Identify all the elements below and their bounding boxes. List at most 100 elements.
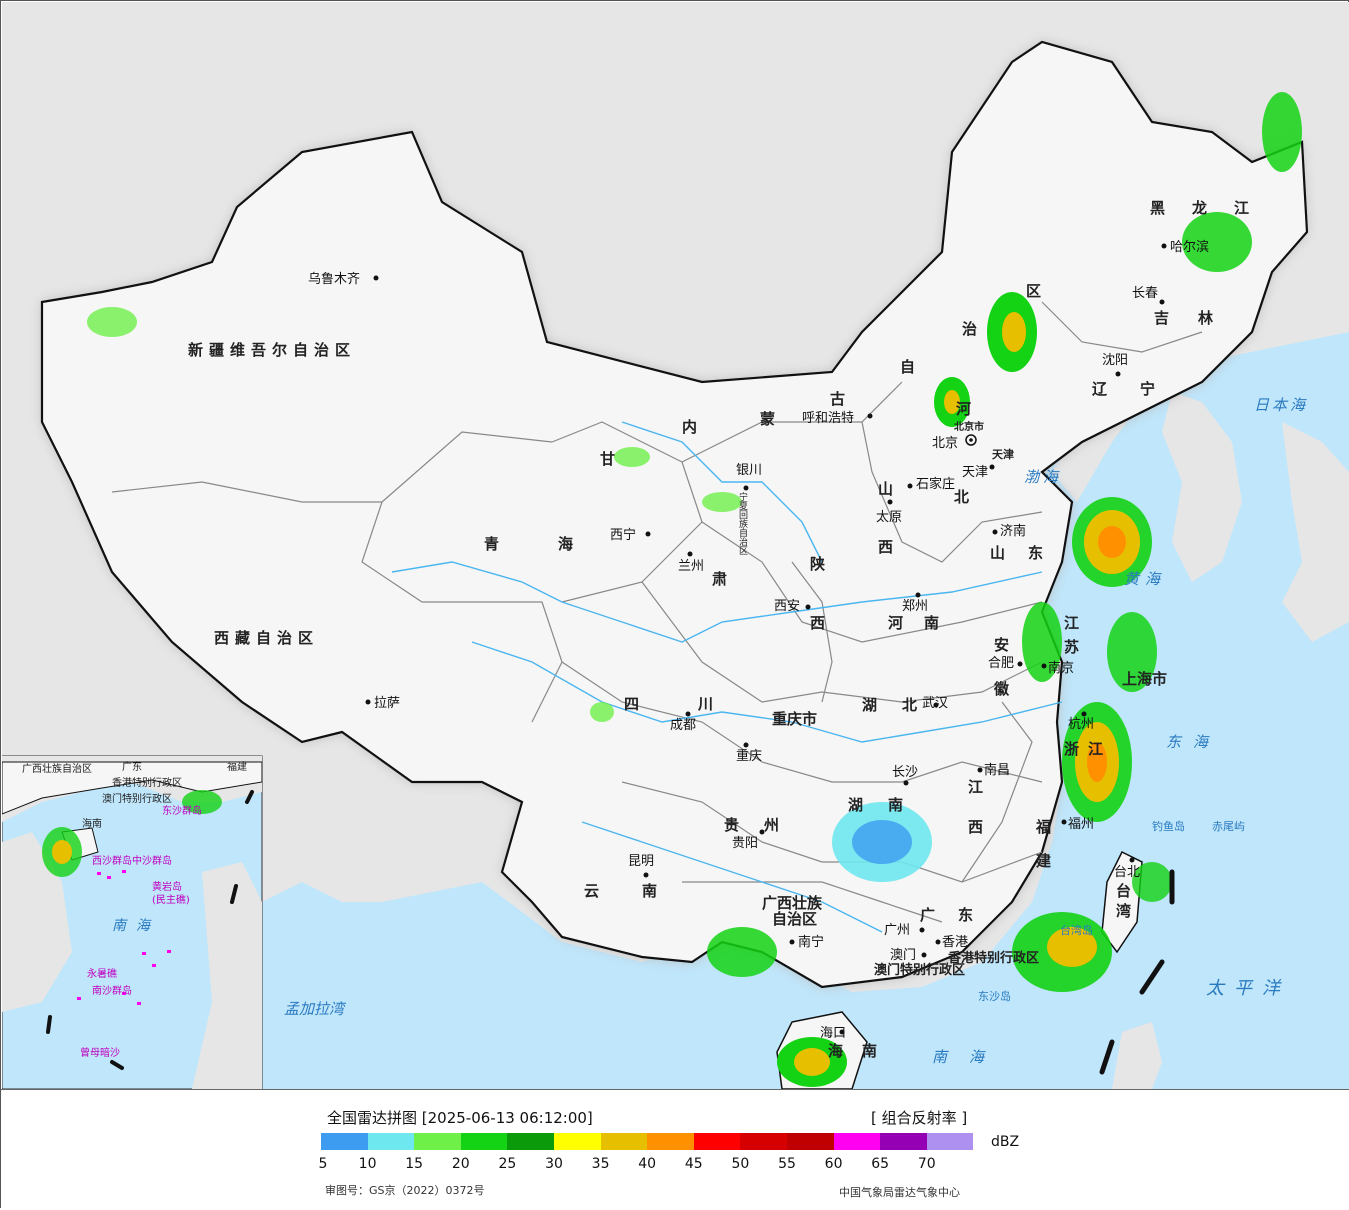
city-shenyang: 沈阳 xyxy=(1102,353,1128,368)
label-shanxi-1: 山 xyxy=(878,480,893,498)
label-qinghai-2: 海 xyxy=(558,535,573,553)
unit-label: dBZ xyxy=(991,1134,1020,1150)
legend-footer: 全国雷达拼图 [2025-06-13 06:12:00] [ 组合反射率 ] d… xyxy=(1,1089,1349,1210)
legend-tick-label: 15 xyxy=(405,1156,424,1172)
approval-number: 审图号：GS京（2022）0372号 xyxy=(325,1184,485,1197)
china-radar-map: 新疆维吾尔自治区 西藏自治区 青 海 甘 肃 内 蒙 古 自 治 区 黑 龙 江… xyxy=(2,2,1349,1089)
label-jilin-2: 林 xyxy=(1198,309,1214,327)
legend-swatch xyxy=(414,1133,461,1150)
product-name: [ 组合反射率 ] xyxy=(871,1109,968,1127)
label-yunnan-2: 南 xyxy=(642,882,657,900)
label-hlj-2: 龙 xyxy=(1191,199,1207,217)
label-guangdong-1: 广 xyxy=(920,906,935,924)
beijing-capital-marker xyxy=(965,434,977,446)
inset-macau: 澳门特别行政区 xyxy=(102,792,172,805)
city-labels: 乌鲁木齐 拉萨 西宁 兰州 银川 呼和浩特 北京 天津 石家庄 太原 济南 郑州… xyxy=(308,239,1209,1041)
label-jiangsu-1: 江 xyxy=(1064,614,1079,632)
city-taipei: 台北 xyxy=(1114,865,1140,880)
label-zhejiang-2: 江 xyxy=(1088,740,1103,758)
rivers xyxy=(391,421,1063,933)
label-guangdong-2: 东 xyxy=(958,906,973,924)
label-shaanxi-1: 陕 xyxy=(810,555,825,573)
sea-east: 东海 xyxy=(1166,733,1220,751)
label-hainan-1: 海 xyxy=(828,1042,843,1060)
label-hunan-1: 湖 xyxy=(848,796,863,814)
label-xinjiang: 新疆维吾尔自治区 xyxy=(188,341,356,359)
legend-tick-label: 5 xyxy=(318,1156,328,1172)
label-shandong-1: 山 xyxy=(990,544,1005,562)
label-macau: 澳门特别行政区 xyxy=(874,962,965,978)
bay-of-bengal xyxy=(262,882,402,1089)
island-diaoyu: 钓鱼岛 xyxy=(1152,819,1185,833)
inset-huangyan: 黄岩岛 xyxy=(152,880,182,893)
label-tianjin: 天津 xyxy=(992,447,1014,461)
label-shanxi-2: 西 xyxy=(878,538,893,556)
city-lanzhou: 兰州 xyxy=(678,559,704,574)
inset-dongsha: 东沙群岛 xyxy=(162,804,202,817)
label-liaoning-1: 辽 xyxy=(1092,380,1107,398)
label-jilin-1: 吉 xyxy=(1154,309,1169,327)
label-sichuan-2: 川 xyxy=(697,695,713,713)
label-hunan-2: 南 xyxy=(888,796,903,814)
sea-south: 南海 xyxy=(932,1048,1006,1066)
sea-yellow: 黄海 xyxy=(1124,570,1166,588)
legend-tick-label: 25 xyxy=(498,1156,517,1172)
sea-labels: 日本海 渤海 黄海 东海 太平洋 南海 孟加拉湾 xyxy=(284,396,1308,1066)
source-agency: 中国气象局雷达气象中心 xyxy=(839,1186,960,1199)
legend-swatch xyxy=(367,1133,415,1150)
city-guiyang: 贵阳 xyxy=(732,836,758,851)
label-guizhou-2: 州 xyxy=(763,816,779,834)
legend-swatch xyxy=(786,1133,834,1150)
province-labels: 新疆维吾尔自治区 西藏自治区 青 海 甘 肃 内 蒙 古 自 治 区 黑 龙 江… xyxy=(188,199,1249,1060)
city-zhengzhou: 郑州 xyxy=(902,599,928,614)
legend-tick-label: 45 xyxy=(684,1156,703,1172)
china-land xyxy=(40,40,1309,989)
legend-tick-label: 65 xyxy=(871,1156,890,1172)
legend-swatch xyxy=(880,1133,927,1150)
label-xizang: 西藏自治区 xyxy=(214,629,319,647)
city-nanjing: 南京 xyxy=(1048,660,1074,676)
inset-hk: 香港特别行政区 xyxy=(112,776,182,789)
island-labels: 钓鱼岛 赤尾屿 东沙岛 台湾岛 xyxy=(978,819,1245,1003)
label-nmg-2: 蒙 xyxy=(760,410,775,428)
legend-tick-label: 55 xyxy=(778,1156,796,1172)
legend-tick-label: 30 xyxy=(545,1156,563,1172)
legend-swatch xyxy=(833,1133,881,1150)
city-yinchuan: 银川 xyxy=(736,463,762,478)
legend-swatch xyxy=(693,1133,741,1150)
sea-japan: 日本海 xyxy=(1254,396,1308,414)
city-xian: 西安 xyxy=(774,599,800,614)
label-hubei-2: 北 xyxy=(902,696,917,714)
radar-title: 全国雷达拼图 [2025-06-13 06:12:00] xyxy=(327,1109,593,1127)
legend-swatch xyxy=(926,1133,974,1150)
label-chongqing: 重庆市 xyxy=(772,710,817,728)
city-lhasa: 拉萨 xyxy=(374,696,400,711)
label-shandong-2: 东 xyxy=(1028,544,1043,562)
label-taiwan-1: 台 xyxy=(1116,882,1131,900)
sea-bengal: 孟加拉湾 xyxy=(284,1000,347,1018)
city-urumqi: 乌鲁木齐 xyxy=(308,271,360,287)
legend-tick-label: 50 xyxy=(731,1156,750,1172)
legend-tick-label: 60 xyxy=(824,1156,843,1172)
label-zhejiang-1: 浙 xyxy=(1064,740,1079,758)
label-shaanxi-2: 西 xyxy=(810,614,825,632)
label-henan-1: 河 xyxy=(888,614,903,632)
island-dongsha: 东沙岛 xyxy=(978,989,1011,1003)
island-taiwan-strait: 台湾岛 xyxy=(1060,923,1093,937)
city-shijiazhuang: 石家庄 xyxy=(916,476,955,492)
label-qinghai-1: 青 xyxy=(484,535,499,553)
label-gansu-2: 肃 xyxy=(712,570,727,588)
legend-tick-label: 40 xyxy=(638,1156,657,1172)
legend-tick-label: 70 xyxy=(917,1156,936,1172)
city-chengdu: 成都 xyxy=(670,718,696,733)
inset-south-sea: 南海 xyxy=(112,918,160,934)
city-fuzhou: 福州 xyxy=(1068,817,1094,832)
label-hubei-1: 湖 xyxy=(862,696,877,714)
city-macau: 澳门 xyxy=(890,947,916,963)
city-beijing: 北京 xyxy=(932,436,958,451)
label-liaoning-2: 宁 xyxy=(1140,380,1155,398)
legend-swatch xyxy=(740,1133,787,1150)
city-harbin: 哈尔滨 xyxy=(1170,239,1209,255)
label-hainan-2: 南 xyxy=(862,1042,877,1060)
